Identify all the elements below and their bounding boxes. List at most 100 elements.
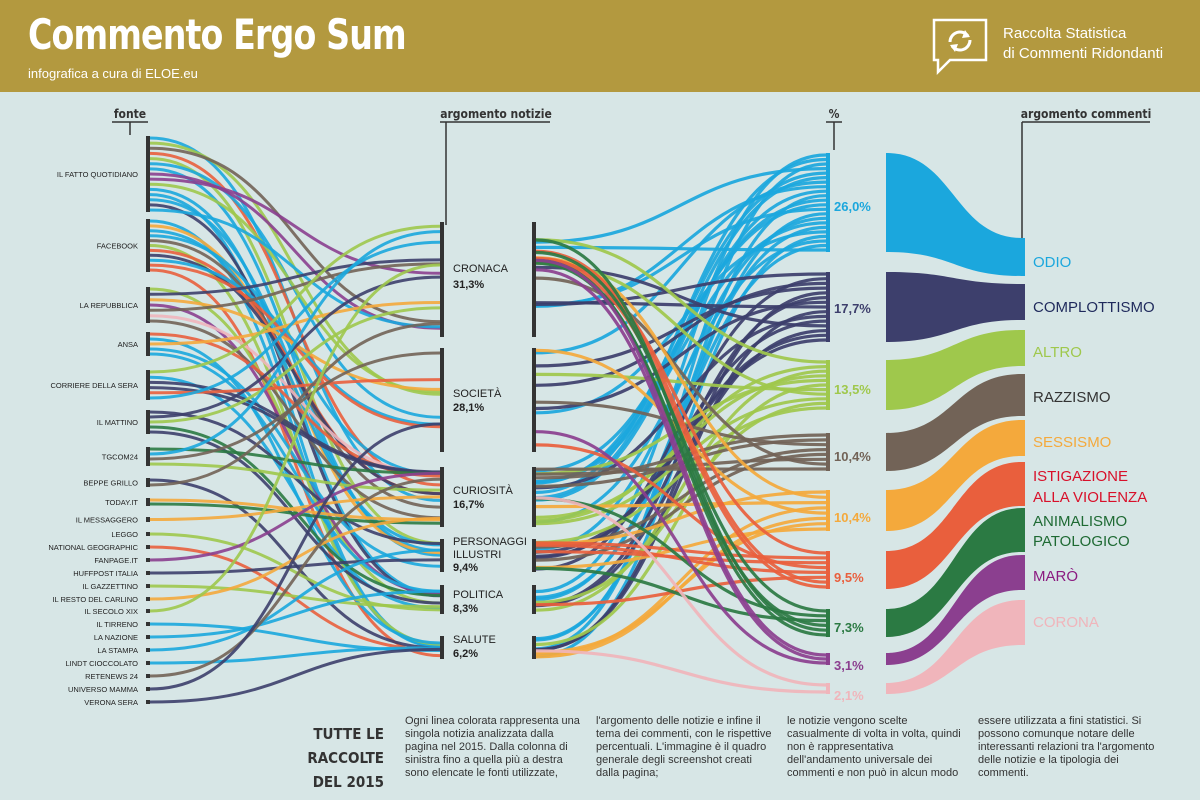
- source-label: CORRIERE DELLA SERA: [50, 381, 138, 390]
- flow-line: [149, 322, 441, 487]
- flow-line: [535, 281, 827, 387]
- flow-line: [149, 258, 441, 296]
- source-bar: [146, 447, 150, 466]
- flow-line: [149, 306, 441, 424]
- comment-label: CORONA: [1033, 614, 1099, 631]
- flow-line: [535, 238, 827, 632]
- source-bar: [146, 558, 150, 562]
- flow-line: [535, 649, 827, 694]
- brand-line-2: di Commenti Ridondanti: [1003, 45, 1164, 62]
- source-label: IL SECOLO XIX: [85, 607, 139, 616]
- flow-line: [149, 230, 441, 456]
- source-bar: [146, 219, 150, 272]
- flow-line: [149, 471, 441, 562]
- percent-bar: [826, 609, 830, 637]
- source-bar: [146, 609, 150, 613]
- topic-percent: 8,3%: [453, 603, 478, 615]
- flow-line: [149, 584, 441, 609]
- footer-title: TUTTE LE RACCOLTE DEL 2015: [238, 722, 384, 794]
- page-title: Commento Ergo Sum: [28, 10, 407, 59]
- percent-bar: [826, 153, 830, 252]
- flow-line: [535, 256, 827, 555]
- col-header-fonte: fonte: [114, 107, 146, 121]
- flow-line: [535, 258, 827, 589]
- percent-label: 2,1%: [834, 688, 864, 703]
- source-bar: [146, 545, 150, 549]
- flow-line: [149, 478, 441, 650]
- percent-column: 26,0% 17,7% 13,5% 10,4% 10,4% 9,5% 7,3% 3,1% 2,1…: [826, 153, 871, 703]
- flow-line: [535, 443, 827, 570]
- source-bar: [146, 674, 150, 678]
- topic-percent: 6,2%: [453, 648, 478, 660]
- flow-line: [149, 646, 441, 665]
- footer-text-4: essere utilizzata a fini statistici. Si …: [978, 715, 1155, 779]
- source-bar: [146, 517, 150, 522]
- source-bar: [146, 700, 150, 704]
- source-column: IL FATTO QUOTIDIANO FACEBOOK LA REPUBBLICA…: [48, 136, 150, 707]
- flow-line: [535, 301, 827, 309]
- percent-label: 9,5%: [834, 570, 864, 585]
- comment-ribbon: [886, 462, 1022, 589]
- flow-line: [149, 208, 441, 329]
- source-bar: [146, 635, 150, 639]
- percent-label: 10,4%: [834, 449, 871, 464]
- topic-label: SOCIETÀ: [453, 387, 502, 400]
- flow-line: [149, 477, 441, 678]
- topic-bar-left: [440, 467, 444, 527]
- source-label: IL FATTO QUOTIDIANO: [57, 170, 138, 179]
- flow-line: [535, 245, 827, 252]
- comment-bar: [1021, 284, 1025, 320]
- source-bar: [146, 597, 150, 601]
- source-label: RETENEWS 24: [85, 672, 138, 681]
- source-bar: [146, 687, 150, 691]
- source-bar: [146, 136, 150, 212]
- source-label: FACEBOOK: [97, 242, 138, 251]
- source-bar: [146, 661, 150, 665]
- percent-label: 13,5%: [834, 382, 871, 397]
- page-subtitle: infografica a cura di ELOE.eu: [28, 66, 198, 81]
- flow-line: [149, 447, 441, 475]
- source-bar: [146, 584, 150, 588]
- flow-line: [149, 548, 441, 652]
- source-label: LINDT CIOCCOLATO: [65, 659, 138, 668]
- topic-label: SALUTE: [453, 634, 496, 646]
- comment-label: ODIO: [1033, 254, 1071, 271]
- comment-bar: [1021, 555, 1025, 590]
- footer-text-3: le notizie vengono scelte casualmente di…: [787, 715, 961, 779]
- source-label: LA REPUBBLICA: [80, 301, 138, 310]
- flow-line: [149, 589, 441, 639]
- flow-line: [149, 301, 441, 346]
- source-label: TODAY.IT: [105, 498, 138, 507]
- topic-column: CRONACA 31,3% SOCIETÀ 28,1% CURIOSITÀ 16,7% PE…: [440, 222, 536, 660]
- source-label: LEGGO: [111, 530, 138, 539]
- topic-bar-left: [440, 222, 444, 337]
- source-label: NATIONAL GEOGRAPHIC: [48, 543, 138, 552]
- flow-line: [535, 430, 827, 665]
- percent-bar: [826, 683, 830, 694]
- comment-column: ODIO COMPLOTTISMO ALTRO RAZZISMO SESSISMO IST…: [1021, 238, 1155, 645]
- source-label: LA STAMPA: [97, 646, 138, 655]
- topic-bar-left: [440, 585, 444, 614]
- topic-percent: 9,4%: [453, 562, 478, 574]
- col-header-argomento-notizie: argomento notizie: [440, 107, 552, 121]
- footer-text-1: Ogni linea colorata rappresenta una sing…: [405, 715, 580, 779]
- source-label: LA NAZIONE: [94, 633, 138, 642]
- brand-text: Raccolta Statistica di Commenti Ridondan…: [1003, 24, 1163, 64]
- percent-bar: [826, 433, 830, 471]
- source-bar: [146, 648, 150, 652]
- col-header-percent: %: [829, 107, 840, 121]
- flow-line: [535, 496, 827, 687]
- footer-title-line-2: DEL 2015: [312, 773, 384, 791]
- flow-line: [535, 268, 827, 661]
- percent-bar: [826, 653, 830, 665]
- flow-line: [149, 240, 441, 400]
- comment-ribbon: [886, 374, 1022, 471]
- source-bar: [146, 332, 150, 356]
- source-label: IL GAZZETTINO: [82, 582, 138, 591]
- comment-bar: [1021, 374, 1025, 416]
- topic-bar-right: [532, 348, 536, 452]
- percent-bar: [826, 272, 830, 342]
- topic-label: CURIOSITÀ: [453, 484, 514, 497]
- topic-bar-left: [440, 539, 444, 572]
